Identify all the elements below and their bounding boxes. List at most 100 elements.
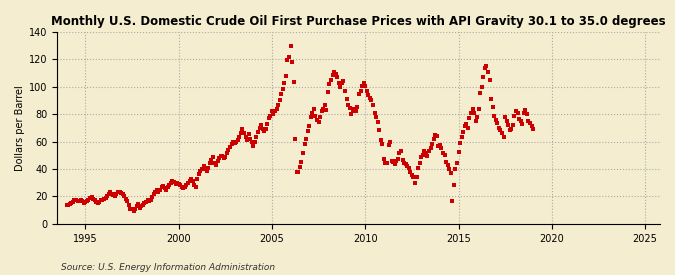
Point xyxy=(215,154,226,158)
Point xyxy=(381,161,392,165)
Point xyxy=(308,106,319,111)
Point xyxy=(269,109,280,114)
Point xyxy=(165,180,176,185)
Point xyxy=(456,135,467,140)
Point xyxy=(453,150,464,154)
Point xyxy=(385,140,396,144)
Point xyxy=(337,81,348,86)
Point xyxy=(371,115,381,119)
Point xyxy=(109,194,120,198)
Point xyxy=(514,117,524,121)
Point xyxy=(325,78,336,82)
Point xyxy=(257,127,268,131)
Point xyxy=(389,162,400,166)
Point xyxy=(479,66,490,70)
Point xyxy=(206,158,217,162)
Point xyxy=(411,175,422,179)
Point xyxy=(221,150,232,155)
Point xyxy=(318,106,329,111)
Point xyxy=(209,161,220,165)
Point xyxy=(489,114,500,119)
Point xyxy=(102,194,113,198)
Point xyxy=(405,170,416,175)
Point xyxy=(234,134,245,139)
Point xyxy=(286,43,296,48)
Point xyxy=(522,112,533,116)
Point xyxy=(452,161,462,165)
Point xyxy=(80,200,90,204)
Point xyxy=(399,161,410,166)
Point xyxy=(125,207,136,211)
Point xyxy=(262,122,273,126)
Point xyxy=(462,126,473,130)
Point xyxy=(245,137,256,141)
Point xyxy=(443,167,454,171)
Point xyxy=(290,137,300,141)
Point xyxy=(231,140,242,144)
Point xyxy=(430,133,441,137)
Point xyxy=(470,119,481,123)
Point xyxy=(265,113,276,118)
Point xyxy=(528,127,539,131)
Point xyxy=(410,180,421,185)
Point xyxy=(259,129,269,133)
Point xyxy=(458,130,468,134)
Point xyxy=(276,91,287,96)
Point xyxy=(500,115,510,119)
Point xyxy=(111,191,122,196)
Point xyxy=(139,201,150,205)
Point xyxy=(302,128,313,133)
Point xyxy=(103,192,114,197)
Point xyxy=(189,183,200,187)
Point xyxy=(88,197,99,201)
Point xyxy=(524,121,535,125)
Point xyxy=(133,202,144,206)
Y-axis label: Dollars per Barrel: Dollars per Barrel xyxy=(15,85,25,171)
Point xyxy=(72,199,83,203)
Point xyxy=(448,183,459,188)
Point xyxy=(343,103,354,108)
Point xyxy=(461,122,472,126)
Point xyxy=(346,112,356,116)
Point xyxy=(498,134,509,139)
Point xyxy=(436,146,447,151)
Point xyxy=(238,131,249,136)
Point xyxy=(246,139,257,144)
Point xyxy=(164,183,175,188)
Point xyxy=(473,106,484,111)
Point xyxy=(368,103,379,108)
Point xyxy=(421,150,431,155)
Point xyxy=(408,174,418,179)
Point xyxy=(404,166,414,170)
Point xyxy=(424,149,435,153)
Point xyxy=(307,111,318,115)
Point xyxy=(71,198,82,203)
Point xyxy=(176,185,187,189)
Point xyxy=(138,203,148,207)
Point xyxy=(254,126,265,130)
Point xyxy=(279,81,290,85)
Point xyxy=(352,105,363,109)
Point xyxy=(130,207,140,211)
Point xyxy=(220,155,231,159)
Point xyxy=(277,87,288,92)
Point xyxy=(131,204,142,208)
Point xyxy=(136,204,146,208)
Point xyxy=(477,84,487,89)
Point xyxy=(467,106,478,111)
Point xyxy=(386,159,397,164)
Point xyxy=(169,180,180,184)
Point xyxy=(159,186,170,190)
Point xyxy=(355,89,366,93)
Point xyxy=(127,207,138,211)
Point xyxy=(520,108,531,112)
Point xyxy=(271,106,282,111)
Point xyxy=(354,92,364,97)
Point xyxy=(504,128,515,132)
Point xyxy=(468,111,479,115)
Point xyxy=(349,106,360,111)
Point xyxy=(296,160,307,164)
Point xyxy=(63,202,74,207)
Point xyxy=(518,111,529,116)
Point xyxy=(422,154,433,158)
